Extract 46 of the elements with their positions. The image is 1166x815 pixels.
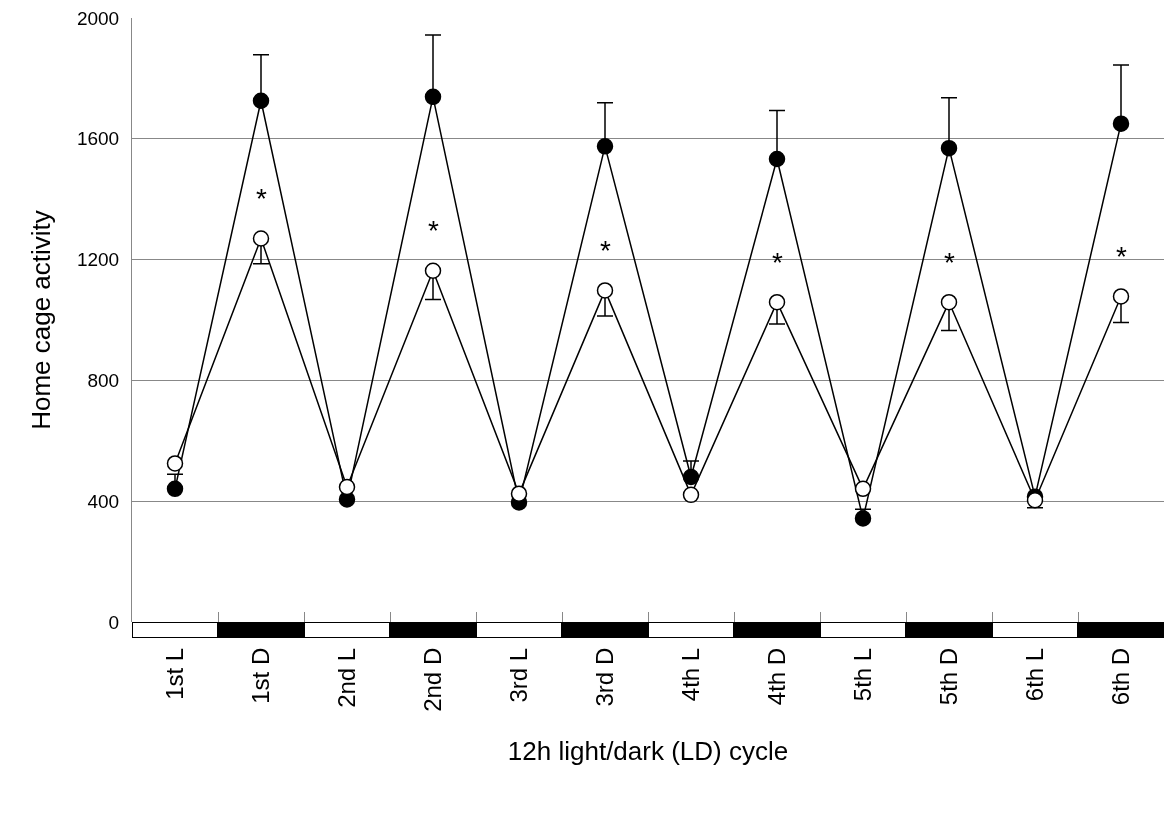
annotation: * [428, 215, 439, 246]
point [166, 455, 184, 472]
point [424, 88, 442, 106]
x-tick-label: 4th D [762, 647, 790, 706]
x-tick-label: 3rd L [504, 647, 532, 703]
annotation: * [256, 183, 267, 214]
point [940, 293, 958, 311]
y-tick-label: 2000 [76, 7, 120, 29]
point [424, 262, 442, 280]
x-tick-label: 5th D [934, 647, 962, 706]
x-tick-label: 4th L [676, 647, 704, 702]
point [338, 478, 356, 496]
point [854, 480, 872, 498]
point [1112, 288, 1130, 305]
x-tick-label: 2nd L [332, 647, 360, 708]
y-tick-label: 0 [108, 611, 120, 633]
point [940, 139, 958, 157]
annotation: * [944, 247, 955, 278]
point [252, 230, 270, 247]
point [768, 150, 786, 168]
point [166, 480, 184, 498]
point [1026, 492, 1044, 509]
x-tick-label: 6th D [1106, 647, 1134, 706]
x-tick-label: 2nd D [418, 647, 446, 712]
annotation: * [772, 247, 783, 278]
point [596, 282, 614, 299]
y-tick-label: 400 [87, 490, 120, 512]
annotation: * [1116, 241, 1127, 272]
y-axis-title: Home cage activity [26, 210, 57, 430]
x-tick-label: 1st L [160, 647, 188, 700]
point [768, 293, 786, 311]
x-tick-label: 6th L [1020, 647, 1048, 702]
x-tick-label: 3rd D [590, 647, 618, 707]
point [510, 485, 528, 502]
y-tick-label: 800 [87, 370, 120, 392]
x-axis-title: 12h light/dark (LD) cycle [507, 735, 789, 766]
point [252, 92, 270, 109]
x-tick-label: 1st D [246, 647, 274, 704]
point [682, 486, 700, 504]
x-tick-label: 5th L [848, 647, 876, 702]
y-tick-label: 1600 [76, 128, 120, 150]
point [1112, 115, 1130, 132]
point [596, 138, 614, 155]
y-tick-label: 1200 [76, 249, 120, 271]
point [854, 510, 872, 527]
annotation: * [600, 235, 611, 266]
